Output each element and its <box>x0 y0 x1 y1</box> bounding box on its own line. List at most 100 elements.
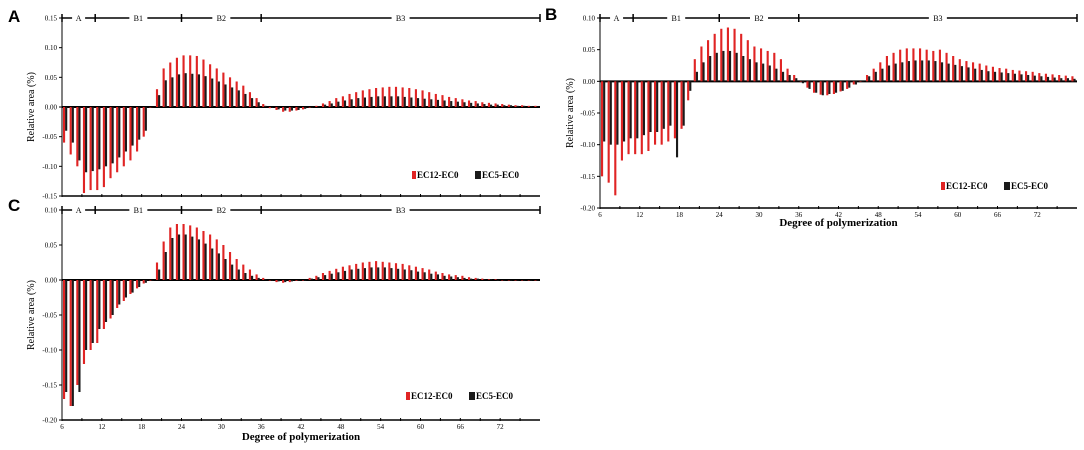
bar-ec5-ec0 <box>894 63 897 82</box>
bar-ec5-ec0 <box>656 81 659 132</box>
bar-ec5-ec0 <box>184 73 187 107</box>
bar-ec5-ec0 <box>158 95 161 107</box>
bar-ec12-ec0 <box>514 280 517 281</box>
bar-ec5-ec0 <box>1013 73 1016 82</box>
bar-ec5-ec0 <box>603 81 606 142</box>
bar-ec12-ec0 <box>441 95 444 107</box>
bar-ec12-ec0 <box>620 81 623 161</box>
bar-ec5-ec0 <box>1027 75 1030 82</box>
bar-ec5-ec0 <box>921 60 924 82</box>
bar-ec12-ec0 <box>248 92 252 107</box>
bar-ec12-ec0 <box>109 107 112 179</box>
bar-ec12-ec0 <box>408 88 411 107</box>
bar-ec12-ec0 <box>521 280 524 281</box>
bar-ec5-ec0 <box>390 268 393 280</box>
bar-ec5-ec0 <box>204 76 207 107</box>
bar-ec5-ec0 <box>622 81 626 142</box>
bar-ec12-ec0 <box>653 81 657 145</box>
region-label: B1 <box>134 206 143 215</box>
bar-ec12-ec0 <box>1024 71 1028 82</box>
bar-ec12-ec0 <box>428 269 431 280</box>
bar-ec5-ec0 <box>854 81 857 85</box>
bar-ec12-ec0 <box>733 28 736 82</box>
bar-ec12-ec0 <box>938 49 941 82</box>
bar-ec12-ec0 <box>368 89 371 107</box>
bar-ec5-ec0 <box>755 62 758 82</box>
bar-ec12-ec0 <box>202 231 205 280</box>
bar-ec5-ec0 <box>231 87 234 107</box>
bar-ec12-ec0 <box>394 86 398 107</box>
bar-ec12-ec0 <box>175 57 178 107</box>
bar-ec5-ec0 <box>131 107 134 146</box>
bar-ec12-ec0 <box>1018 70 1021 82</box>
bar-ec5-ec0 <box>390 96 393 107</box>
bar-ec5-ec0 <box>689 81 692 91</box>
bar-ec12-ec0 <box>255 274 258 280</box>
bar-ec5-ec0 <box>834 81 838 93</box>
bar-ec12-ec0 <box>514 105 517 107</box>
region-label: A <box>614 14 620 23</box>
bar-ec12-ec0 <box>852 81 855 85</box>
bar-ec12-ec0 <box>262 104 265 107</box>
bar-ec5-ec0 <box>709 56 712 82</box>
bar-ec12-ec0 <box>958 59 961 82</box>
bar-ec12-ec0 <box>885 56 888 82</box>
bar-ec12-ec0 <box>255 98 258 107</box>
bar-ec5-ec0 <box>403 96 406 107</box>
y-tick-label: -0.15 <box>42 193 57 201</box>
bar-ec5-ec0 <box>722 50 725 82</box>
bar-ec5-ec0 <box>728 50 732 82</box>
x-tick-label: 36 <box>258 423 266 431</box>
bar-ec12-ec0 <box>242 85 245 107</box>
bar-ec5-ec0 <box>416 98 420 107</box>
bar-ec5-ec0 <box>138 280 141 287</box>
bar-ec12-ec0 <box>129 280 132 294</box>
bar-ec5-ec0 <box>476 278 479 280</box>
bar-ec5-ec0 <box>251 275 254 280</box>
bar-ec5-ec0 <box>509 280 513 281</box>
x-tick-label: 6 <box>60 423 64 431</box>
bar-ec12-ec0 <box>607 81 610 183</box>
bar-ec12-ec0 <box>228 77 232 107</box>
bar-ec5-ec0 <box>111 107 114 164</box>
x-tick-label: 60 <box>417 423 425 431</box>
bar-ec5-ec0 <box>490 104 493 107</box>
bar-ec12-ec0 <box>534 280 537 281</box>
bar-ec5-ec0 <box>257 102 260 107</box>
bar-ec5-ec0 <box>861 81 864 82</box>
bar-ec5-ec0 <box>290 280 293 282</box>
bar-ec12-ec0 <box>467 277 471 280</box>
bar-ec5-ec0 <box>642 81 645 136</box>
bar-ec5-ec0 <box>111 280 114 315</box>
x-tick-label: 12 <box>636 211 644 219</box>
x-tick-label: 54 <box>915 211 923 219</box>
bar-ec5-ec0 <box>65 280 68 392</box>
bar-ec12-ec0 <box>753 46 756 82</box>
bar-ec12-ec0 <box>965 61 968 82</box>
bar-ec5-ec0 <box>357 98 360 107</box>
bar-ec5-ec0 <box>795 78 798 82</box>
x-tick-label: 60 <box>954 211 962 219</box>
bar-ec5-ec0 <box>65 107 68 131</box>
bar-ec12-ec0 <box>162 68 165 107</box>
bar-ec5-ec0 <box>363 268 366 280</box>
x-tick-label: 72 <box>497 423 505 431</box>
bar-ec5-ec0 <box>118 107 121 158</box>
bar-ec5-ec0 <box>71 280 74 406</box>
legend-label-ec5: EC5-EC0 <box>1011 181 1049 191</box>
bar-ec5-ec0 <box>1073 78 1076 82</box>
bar-ec5-ec0 <box>317 106 320 107</box>
bar-ec12-ec0 <box>779 59 782 82</box>
bar-ec5-ec0 <box>509 105 513 107</box>
bar-ec12-ec0 <box>308 107 311 108</box>
bar-ec5-ec0 <box>801 81 804 84</box>
legend-swatch-ec12 <box>406 392 410 400</box>
bar-ec5-ec0 <box>138 107 141 140</box>
y-axis-label: Relative area (%) <box>565 78 576 148</box>
bar-ec12-ec0 <box>96 107 99 191</box>
bar-ec5-ec0 <box>1020 74 1023 82</box>
bar-ec12-ec0 <box>932 50 935 82</box>
bar-ec12-ec0 <box>235 81 238 107</box>
bar-ec5-ec0 <box>483 104 486 107</box>
bar-ec5-ec0 <box>516 280 519 281</box>
